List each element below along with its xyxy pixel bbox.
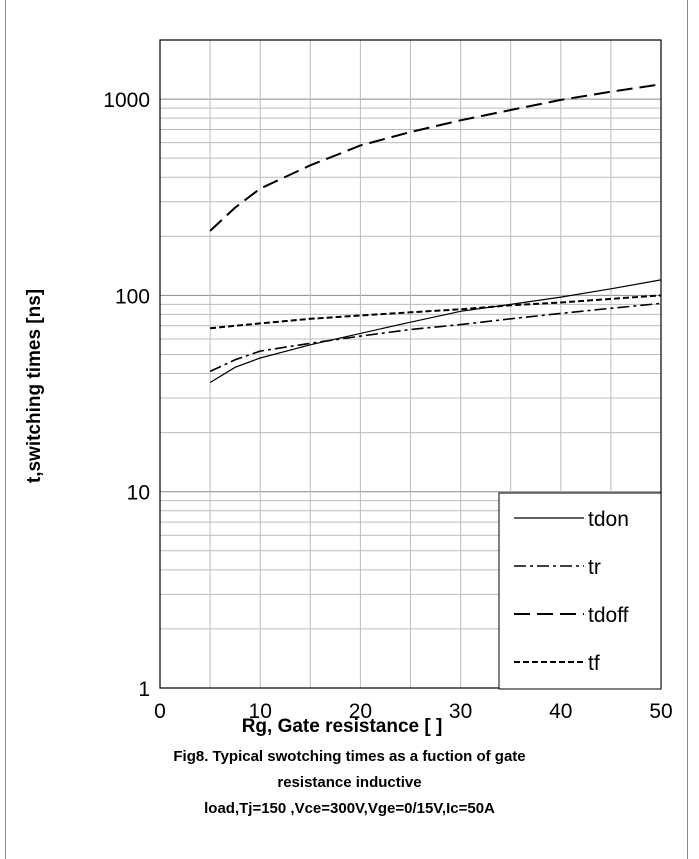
x-tick-label: 30	[449, 700, 472, 723]
x-axis-ticks: 0 10 20 30 40 50	[154, 700, 673, 723]
x-tick-label: 10	[249, 700, 272, 723]
x-tick-label: 0	[154, 700, 166, 723]
series-line-tr	[209, 302, 662, 373]
y-tick-label: 1000	[103, 89, 150, 112]
x-tick-label: 40	[549, 700, 572, 723]
series-line-tdoff	[209, 83, 662, 232]
grid-lines	[160, 39, 661, 689]
legend: tdon tr tdoff tf	[498, 492, 662, 690]
figure-caption-line-3: load,Tj=150 ,Vce=300V,Vge=0/15V,Ic=50A	[204, 800, 495, 817]
legend-label-tdon: tdon	[588, 508, 629, 531]
legend-label-tdoff: tdoff	[588, 604, 629, 627]
legend-label-tr: tr	[588, 556, 601, 579]
y-tick-label: 100	[115, 285, 150, 308]
figure-frame	[5, 0, 688, 859]
x-tick-label: 50	[649, 700, 672, 723]
series-line-tdon	[209, 279, 662, 384]
y-tick-label: 10	[127, 482, 150, 505]
series-line-tf	[210, 294, 662, 330]
x-tick-label: 20	[349, 700, 372, 723]
series-lines	[209, 83, 662, 384]
x-axis-label: Rg, Gate resistance [ ]	[242, 716, 443, 737]
legend-box	[498, 492, 662, 690]
y-axis-ticks: 1 10 100 1000	[103, 89, 150, 701]
switching-times-chart: 1 10 100 1000 0 10 20 30 40 50 t,switching times…	[24, 39, 673, 737]
y-axis-label: t,switching times [ns]	[24, 289, 45, 483]
legend-label-tf: tf	[588, 652, 600, 675]
figure-caption-line-2: resistance inductive	[277, 774, 422, 791]
figure-caption-line-1: Fig8. Typical swotching times as a fucti…	[173, 748, 526, 765]
plot-area	[159, 39, 662, 689]
y-tick-label: 1	[138, 678, 150, 701]
